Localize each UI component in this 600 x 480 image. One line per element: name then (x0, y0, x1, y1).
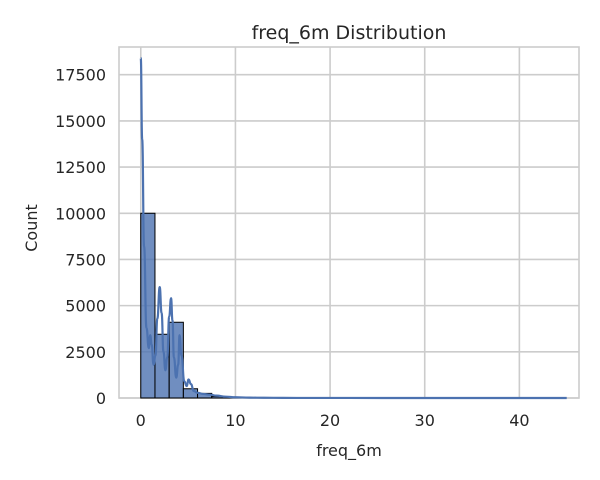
y-tick-label: 5000 (65, 297, 106, 316)
y-tick-label: 15000 (55, 112, 106, 131)
histogram-bar (182, 388, 199, 399)
y-tick-label: 2500 (65, 343, 106, 362)
y-tick-label: 7500 (65, 250, 106, 269)
grid-lines (119, 47, 579, 399)
kde-curve (139, 56, 567, 400)
x-tick-labels: 0 10 20 30 40 (136, 411, 530, 430)
plot-background (119, 47, 579, 398)
y-axis-label: Count (22, 204, 41, 252)
plot-area (118, 46, 580, 399)
kde-line (139, 56, 567, 400)
y-tick-label: 12500 (55, 158, 106, 177)
x-tick-label: 0 (136, 411, 146, 430)
y-tick-label: 10000 (55, 204, 106, 223)
chart-title: freq_6m Distribution (252, 22, 447, 44)
x-tick-label: 40 (509, 411, 529, 430)
y-tick-label: 0 (96, 389, 106, 408)
y-tick-label: 17500 (55, 66, 106, 85)
y-tick-labels: 0 2500 5000 7500 10000 12500 15000 17500 (55, 66, 106, 408)
x-tick-label: 30 (415, 411, 435, 430)
x-axis-label: freq_6m (316, 441, 382, 461)
x-tick-label: 20 (320, 411, 340, 430)
x-tick-label: 10 (225, 411, 245, 430)
histogram-bar (168, 321, 184, 399)
